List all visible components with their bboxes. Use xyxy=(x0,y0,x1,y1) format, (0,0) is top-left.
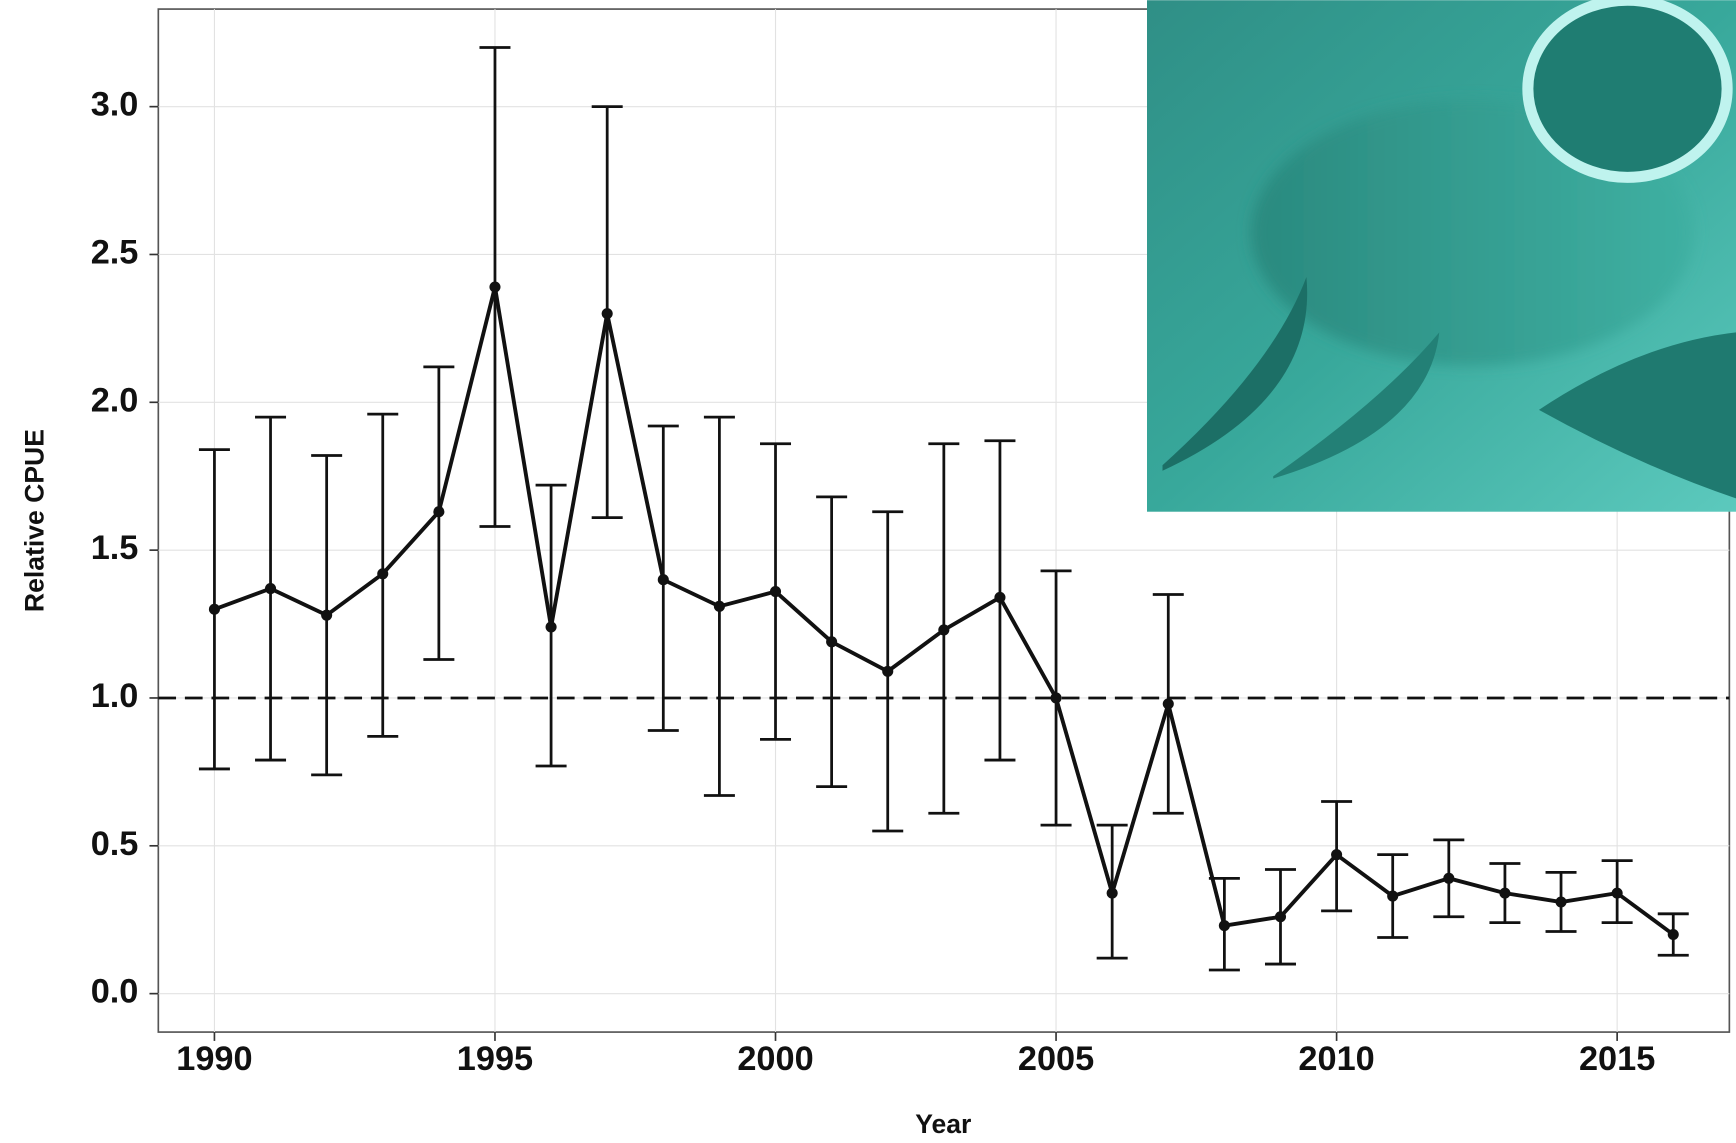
data-point xyxy=(1218,920,1230,932)
data-point xyxy=(489,281,501,293)
data-point xyxy=(826,636,838,648)
x-tick-label: 1995 xyxy=(457,1040,533,1078)
data-point xyxy=(265,583,277,595)
data-point xyxy=(545,621,557,633)
data-point xyxy=(1162,698,1174,710)
data-point xyxy=(1274,911,1287,923)
y-tick-label: 3.0 xyxy=(91,86,139,124)
data-point xyxy=(713,600,725,612)
y-tick-label: 2.5 xyxy=(91,234,139,272)
data-point xyxy=(1443,872,1455,884)
data-point xyxy=(601,308,613,320)
y-tick-label: 1.5 xyxy=(91,529,139,567)
data-point xyxy=(769,585,782,598)
x-tick-label: 1990 xyxy=(176,1040,252,1078)
x-tick-label: 2000 xyxy=(737,1040,813,1078)
data-point xyxy=(433,506,445,518)
data-layer xyxy=(158,46,1730,972)
data-point xyxy=(938,624,950,636)
data-point xyxy=(208,603,220,615)
y-tick-label: 2.0 xyxy=(91,381,139,419)
photo-fin xyxy=(1522,0,1733,183)
data-point xyxy=(882,665,894,677)
data-point xyxy=(377,568,389,580)
inset-photo xyxy=(1147,0,1736,512)
x-tick-label: 2015 xyxy=(1579,1040,1655,1078)
y-tick-label: 1.0 xyxy=(91,677,139,715)
data-point xyxy=(1106,887,1118,899)
data-point xyxy=(1499,887,1511,899)
x-axis-title: Year xyxy=(915,1109,971,1139)
x-tick-label: 2010 xyxy=(1298,1040,1374,1078)
data-point xyxy=(1611,887,1623,899)
data-point xyxy=(1050,692,1062,704)
y-tick-label: 0.0 xyxy=(91,973,139,1011)
x-tick-label: 2005 xyxy=(1018,1040,1094,1078)
data-point xyxy=(994,591,1006,603)
data-point xyxy=(1387,890,1399,902)
photo-fin-lower xyxy=(1162,277,1308,471)
y-tick-label: 0.5 xyxy=(91,825,139,863)
data-point xyxy=(1667,928,1679,941)
y-axis-title: Relative CPUE xyxy=(20,429,50,612)
photo-fin-right xyxy=(1538,332,1736,499)
data-point xyxy=(1555,896,1567,908)
data-point xyxy=(657,574,669,586)
data-point xyxy=(321,609,333,621)
data-point xyxy=(1331,849,1343,861)
